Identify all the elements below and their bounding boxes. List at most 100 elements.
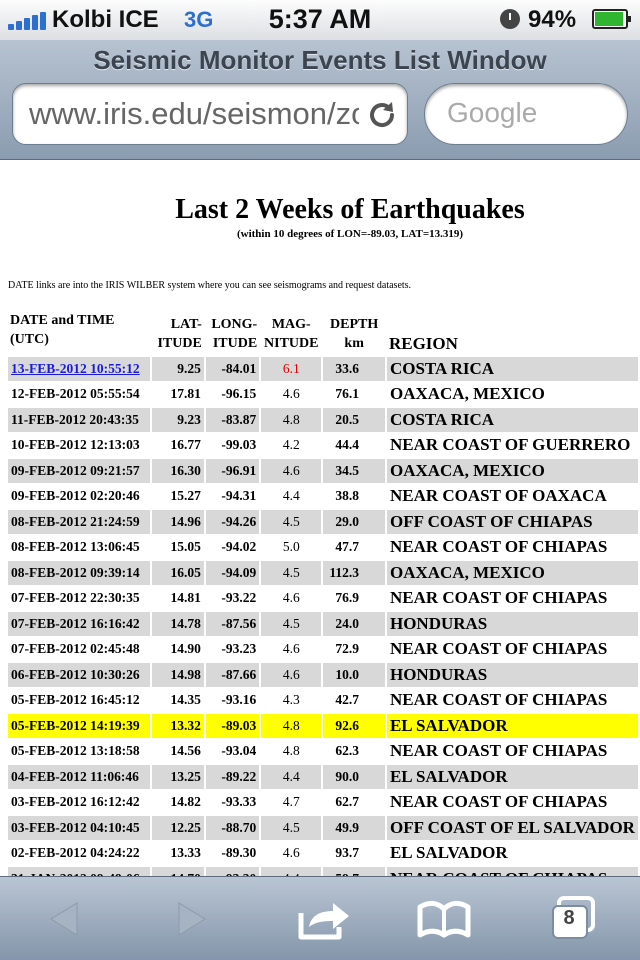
table-row: 31-JAN-2012 09:48:0614.70-93.304.459.7NE…	[8, 867, 638, 876]
event-region: NEAR COAST OF CHIAPAS	[386, 739, 638, 763]
event-depth: 38.8	[323, 484, 385, 508]
event-region: EL SALVADOR	[386, 765, 638, 789]
browser-navbar: Seismic Monitor Events List Window www.i…	[0, 40, 640, 160]
col-latitude: LAT- ITUDE	[157, 317, 202, 351]
event-magnitude: 4.3	[261, 688, 322, 712]
event-magnitude: 4.5	[261, 561, 322, 585]
col-depth: DEPTH km	[330, 317, 379, 351]
event-longitude: -94.26	[205, 510, 260, 534]
search-field[interactable]: Google	[424, 83, 628, 145]
back-arrow-icon[interactable]	[34, 891, 94, 947]
event-magnitude: 4.4	[261, 867, 322, 876]
event-latitude: 16.05	[151, 561, 204, 585]
bookmarks-icon[interactable]	[414, 891, 474, 947]
event-date: 07-FEB-2012 02:45:48	[8, 637, 150, 661]
event-longitude: -89.22	[205, 765, 260, 789]
event-longitude: -89.03	[205, 714, 260, 738]
event-depth: 76.9	[323, 586, 385, 610]
table-header-row: DATE and TIME (UTC) LAT- ITUDE LONG- ITUDE…	[8, 311, 638, 355]
page-title: Seismic Monitor Events List Window	[93, 45, 547, 75]
event-longitude: -99.03	[205, 433, 260, 457]
event-date-link[interactable]: 13-FEB-2012 10:55:12	[11, 360, 140, 376]
table-row: 02-FEB-2012 04:24:22 13.33 -89.30 4.6 93.7 EL…	[8, 841, 638, 865]
event-depth: 76.1	[323, 382, 385, 406]
event-date: 03-FEB-2012 16:12:42	[8, 790, 150, 814]
share-icon[interactable]	[295, 891, 355, 947]
event-region: OFF COAST OF EL SALVADOR	[386, 816, 638, 840]
event-magnitude: 4.4	[261, 484, 322, 508]
event-region: COSTA RICA	[386, 408, 638, 432]
clock: 5:37 AM	[268, 4, 372, 34]
event-depth: 24.0	[323, 612, 385, 636]
event-region: OAXACA, MEXICO	[386, 561, 638, 585]
reload-icon[interactable]	[365, 98, 399, 132]
event-latitude: 14.98	[151, 663, 204, 687]
event-region: EL SALVADOR	[386, 841, 638, 865]
event-magnitude: 4.5	[261, 612, 322, 636]
event-depth: 20.5	[323, 408, 385, 432]
address-bar[interactable]: www.iris.edu/seismon/zoom	[12, 83, 408, 145]
event-depth: 33.6	[323, 357, 385, 381]
table-row: 06-FEB-2012 10:30:26 14.98 -87.66 4.6 10.0 HO…	[8, 663, 638, 687]
status-bar: Kolbi ICE 3G 5:37 AM 94%	[0, 0, 640, 40]
event-longitude: -93.04	[205, 739, 260, 763]
event-magnitude: 5.0	[261, 535, 322, 559]
tabs-icon[interactable]: 8	[544, 891, 604, 947]
heading: Last 2 Weeks of Earthquakes	[175, 194, 525, 225]
event-longitude: -93.33	[205, 790, 260, 814]
table-row: 09-FEB-2012 02:20:46 15.27 -94.31 4.4 38.8 NE…	[8, 484, 638, 508]
event-depth: 59.7	[323, 867, 385, 876]
event-depth: 93.7	[323, 841, 385, 865]
battery-percent: 94%	[528, 6, 577, 33]
event-longitude: -94.02	[205, 535, 260, 559]
col-magnitude: MAG- NITUDE	[264, 317, 319, 351]
battery-icon	[592, 9, 631, 29]
url-text[interactable]: www.iris.edu/seismon/zoom	[29, 96, 359, 131]
event-date: 09-FEB-2012 09:21:57	[8, 459, 150, 483]
event-latitude: 13.25	[151, 765, 204, 789]
event-date[interactable]: 13-FEB-2012 10:55:12	[8, 357, 150, 381]
table-row: 05-FEB-2012 13:18:58 14.56 -93.04 4.8 62.3 NE…	[8, 739, 638, 763]
forward-arrow-icon[interactable]	[162, 891, 222, 947]
event-longitude: -88.70	[205, 816, 260, 840]
event-magnitude: 6.1	[261, 357, 322, 381]
event-latitude: 16.77	[151, 433, 204, 457]
table-row: 11-FEB-2012 20:43:35 9.23 -83.87 4.8 20.5 COS…	[8, 408, 638, 432]
table-row: 05-FEB-2012 16:45:12 14.35 -93.16 4.3 42.7 NE…	[8, 688, 638, 712]
event-date: 04-FEB-2012 11:06:46	[8, 765, 150, 789]
event-depth: 90.0	[323, 765, 385, 789]
event-region: HONDURAS	[386, 612, 638, 636]
event-region: NEAR COAST OF CHIAPAS	[386, 867, 638, 876]
event-latitude: 14.96	[151, 510, 204, 534]
event-magnitude: 4.6	[261, 586, 322, 610]
event-date: 07-FEB-2012 22:30:35	[8, 586, 150, 610]
table-row: 04-FEB-2012 11:06:46 13.25 -89.22 4.4 90.0 EL…	[8, 765, 638, 789]
event-longitude: -93.22	[205, 586, 260, 610]
event-latitude: 14.81	[151, 586, 204, 610]
event-latitude: 14.78	[151, 612, 204, 636]
event-longitude: -96.15	[205, 382, 260, 406]
event-region: NEAR COAST OF CHIAPAS	[386, 586, 638, 610]
event-region: NEAR COAST OF CHIAPAS	[386, 535, 638, 559]
event-depth: 92.6	[323, 714, 385, 738]
event-date: 06-FEB-2012 10:30:26	[8, 663, 150, 687]
event-magnitude: 4.6	[261, 637, 322, 661]
table-row: 10-FEB-2012 12:13:03 16.77 -99.03 4.2 44.4 NE…	[8, 433, 638, 457]
event-latitude: 13.33	[151, 841, 204, 865]
event-date: 03-FEB-2012 04:10:45	[8, 816, 150, 840]
event-date: 02-FEB-2012 04:24:22	[8, 841, 150, 865]
event-longitude: -93.16	[205, 688, 260, 712]
web-content[interactable]: Last 2 Weeks of Earthquakes (within 10 d…	[0, 161, 640, 876]
event-date: 05-FEB-2012 13:18:58	[8, 739, 150, 763]
network-type: 3G	[184, 7, 214, 32]
event-magnitude: 4.6	[261, 663, 322, 687]
event-longitude: -84.01	[205, 357, 260, 381]
event-region: OAXACA, MEXICO	[386, 459, 638, 483]
table-row: 07-FEB-2012 02:45:48 14.90 -93.23 4.6 72.9 NE…	[8, 637, 638, 661]
event-depth: 72.9	[323, 637, 385, 661]
event-latitude: 15.27	[151, 484, 204, 508]
event-depth: 10.0	[323, 663, 385, 687]
table-row: 03-FEB-2012 04:10:45 12.25 -88.70 4.5 49.9 OF…	[8, 816, 638, 840]
event-depth: 29.0	[323, 510, 385, 534]
col-longitude: LONG- ITUDE	[211, 317, 258, 351]
